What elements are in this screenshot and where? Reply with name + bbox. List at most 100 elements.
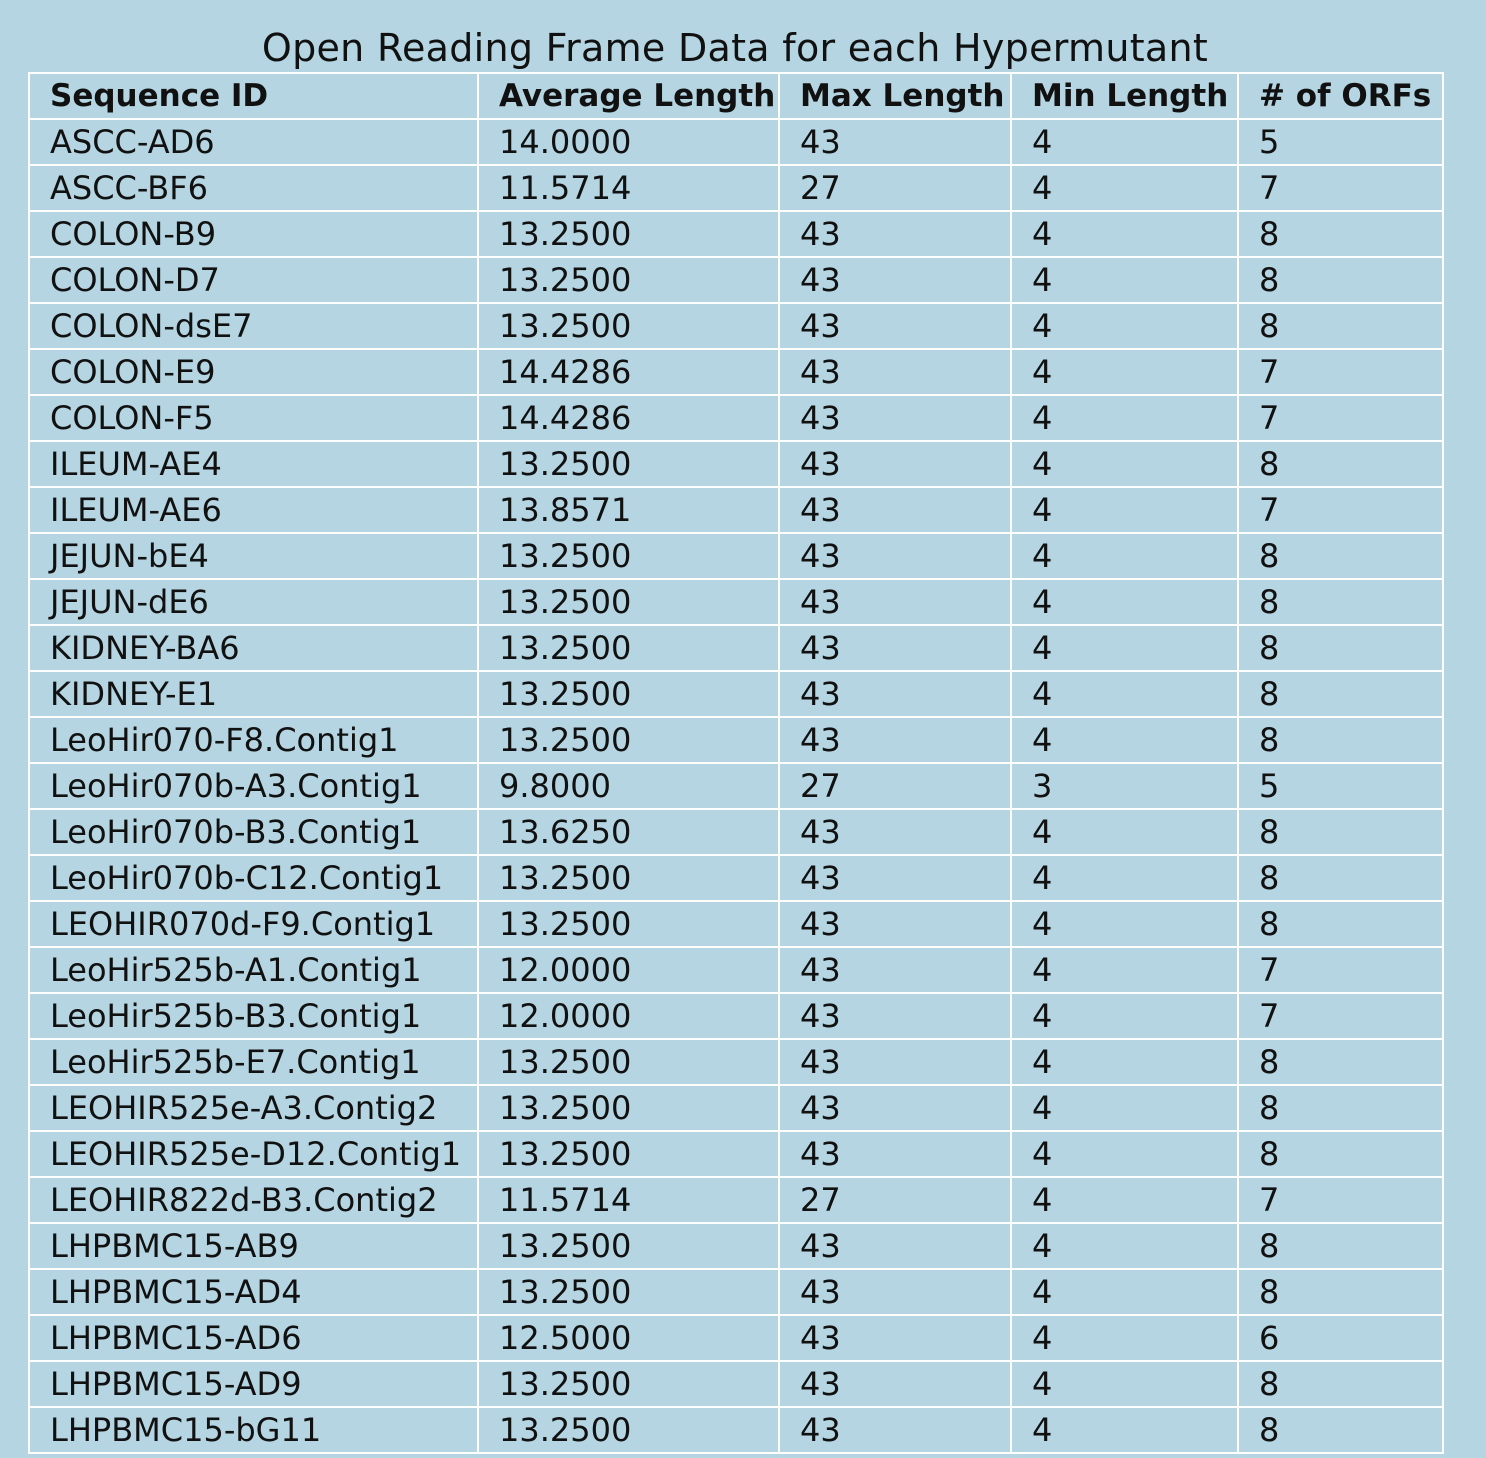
cell-average-length: 13.2500 xyxy=(478,257,780,304)
cell-sequence-id: ASCC-BF6 xyxy=(29,165,479,212)
cell-orf-count: 8 xyxy=(1238,1039,1444,1086)
cell-min-length: 4 xyxy=(1011,1085,1239,1132)
column-header-min-length: Min Length xyxy=(1011,73,1239,120)
cell-min-length: 4 xyxy=(1011,625,1239,672)
cell-orf-count: 8 xyxy=(1238,1407,1444,1454)
cell-average-length: 13.2500 xyxy=(478,855,780,902)
orf-data-table: Sequence ID Average Length Max Length Mi… xyxy=(28,72,1444,1454)
cell-average-length: 11.5714 xyxy=(478,165,780,212)
table-row: LEOHIR525e-D12.Contig1 13.2500 43 4 8 xyxy=(29,1131,1444,1178)
cell-orf-count: 8 xyxy=(1238,303,1444,350)
table-row: COLON-B9 13.2500 43 4 8 xyxy=(29,211,1444,258)
cell-sequence-id: LHPBMC15-AD6 xyxy=(29,1315,479,1362)
cell-sequence-id: LeoHir525b-B3.Contig1 xyxy=(29,993,479,1040)
cell-min-length: 4 xyxy=(1011,901,1239,948)
cell-orf-count: 8 xyxy=(1238,1131,1444,1178)
table-row: KIDNEY-BA6 13.2500 43 4 8 xyxy=(29,625,1444,672)
cell-sequence-id: LEOHIR070d-F9.Contig1 xyxy=(29,901,479,948)
cell-max-length: 43 xyxy=(779,487,1012,534)
cell-average-length: 13.2500 xyxy=(478,671,780,718)
cell-min-length: 4 xyxy=(1011,395,1239,442)
table-row: ILEUM-AE6 13.8571 43 4 7 xyxy=(29,487,1444,534)
cell-orf-count: 7 xyxy=(1238,947,1444,994)
cell-min-length: 4 xyxy=(1011,1361,1239,1408)
cell-average-length: 13.2500 xyxy=(478,441,780,488)
cell-orf-count: 8 xyxy=(1238,211,1444,258)
cell-max-length: 43 xyxy=(779,303,1012,350)
cell-average-length: 13.2500 xyxy=(478,303,780,350)
cell-sequence-id: ASCC-AD6 xyxy=(29,119,479,166)
cell-min-length: 4 xyxy=(1011,257,1239,304)
cell-min-length: 4 xyxy=(1011,855,1239,902)
table-row: COLON-D7 13.2500 43 4 8 xyxy=(29,257,1444,304)
cell-min-length: 4 xyxy=(1011,533,1239,580)
cell-average-length: 13.2500 xyxy=(478,211,780,258)
cell-sequence-id: COLON-D7 xyxy=(29,257,479,304)
table-row: COLON-F5 14.4286 43 4 7 xyxy=(29,395,1444,442)
table-row: LHPBMC15-AD9 13.2500 43 4 8 xyxy=(29,1361,1444,1408)
table-row: ASCC-BF6 11.5714 27 4 7 xyxy=(29,165,1444,212)
table-row: COLON-dsE7 13.2500 43 4 8 xyxy=(29,303,1444,350)
cell-max-length: 43 xyxy=(779,349,1012,396)
cell-min-length: 4 xyxy=(1011,165,1239,212)
cell-sequence-id: LHPBMC15-AB9 xyxy=(29,1223,479,1270)
cell-orf-count: 8 xyxy=(1238,257,1444,304)
table-row: LeoHir525b-B3.Contig1 12.0000 43 4 7 xyxy=(29,993,1444,1040)
cell-orf-count: 8 xyxy=(1238,901,1444,948)
cell-average-length: 14.4286 xyxy=(478,395,780,442)
cell-min-length: 4 xyxy=(1011,809,1239,856)
cell-average-length: 14.0000 xyxy=(478,119,780,166)
table-row: COLON-E9 14.4286 43 4 7 xyxy=(29,349,1444,396)
cell-orf-count: 8 xyxy=(1238,1269,1444,1316)
cell-orf-count: 8 xyxy=(1238,809,1444,856)
column-header-sequence-id: Sequence ID xyxy=(29,73,479,120)
header-row: Sequence ID Average Length Max Length Mi… xyxy=(29,73,1444,120)
cell-min-length: 4 xyxy=(1011,947,1239,994)
cell-sequence-id: ILEUM-AE4 xyxy=(29,441,479,488)
table-header: Sequence ID Average Length Max Length Mi… xyxy=(29,73,1444,120)
cell-min-length: 4 xyxy=(1011,349,1239,396)
table-row: ASCC-AD6 14.0000 43 4 5 xyxy=(29,119,1444,166)
cell-max-length: 43 xyxy=(779,579,1012,626)
cell-sequence-id: LeoHir525b-E7.Contig1 xyxy=(29,1039,479,1086)
cell-average-length: 14.4286 xyxy=(478,349,780,396)
cell-max-length: 43 xyxy=(779,119,1012,166)
cell-sequence-id: LHPBMC15-bG11 xyxy=(29,1407,479,1454)
cell-max-length: 43 xyxy=(779,901,1012,948)
cell-max-length: 43 xyxy=(779,1315,1012,1362)
cell-min-length: 4 xyxy=(1011,717,1239,764)
cell-sequence-id: COLON-E9 xyxy=(29,349,479,396)
table-row: LeoHir070b-C12.Contig1 13.2500 43 4 8 xyxy=(29,855,1444,902)
cell-average-length: 9.8000 xyxy=(478,763,780,810)
cell-average-length: 13.6250 xyxy=(478,809,780,856)
cell-max-length: 43 xyxy=(779,993,1012,1040)
cell-orf-count: 8 xyxy=(1238,625,1444,672)
cell-sequence-id: KIDNEY-BA6 xyxy=(29,625,479,672)
cell-average-length: 13.2500 xyxy=(478,901,780,948)
cell-min-length: 4 xyxy=(1011,1269,1239,1316)
table-row: LHPBMC15-AD4 13.2500 43 4 8 xyxy=(29,1269,1444,1316)
cell-max-length: 43 xyxy=(779,257,1012,304)
cell-min-length: 4 xyxy=(1011,1407,1239,1454)
cell-max-length: 43 xyxy=(779,211,1012,258)
cell-max-length: 43 xyxy=(779,533,1012,580)
cell-orf-count: 8 xyxy=(1238,717,1444,764)
cell-max-length: 43 xyxy=(779,441,1012,488)
table-row: LHPBMC15-AB9 13.2500 43 4 8 xyxy=(29,1223,1444,1270)
cell-sequence-id: LeoHir070-F8.Contig1 xyxy=(29,717,479,764)
cell-max-length: 43 xyxy=(779,1407,1012,1454)
cell-min-length: 4 xyxy=(1011,487,1239,534)
cell-sequence-id: LeoHir070b-A3.Contig1 xyxy=(29,763,479,810)
table-row: KIDNEY-E1 13.2500 43 4 8 xyxy=(29,671,1444,718)
cell-max-length: 43 xyxy=(779,1085,1012,1132)
cell-max-length: 43 xyxy=(779,1131,1012,1178)
cell-min-length: 4 xyxy=(1011,1223,1239,1270)
cell-sequence-id: COLON-B9 xyxy=(29,211,479,258)
cell-average-length: 13.2500 xyxy=(478,1407,780,1454)
cell-average-length: 13.8571 xyxy=(478,487,780,534)
cell-orf-count: 7 xyxy=(1238,993,1444,1040)
cell-sequence-id: LeoHir525b-A1.Contig1 xyxy=(29,947,479,994)
cell-orf-count: 8 xyxy=(1238,855,1444,902)
table-row: ILEUM-AE4 13.2500 43 4 8 xyxy=(29,441,1444,488)
table-row: LeoHir070b-B3.Contig1 13.6250 43 4 8 xyxy=(29,809,1444,856)
